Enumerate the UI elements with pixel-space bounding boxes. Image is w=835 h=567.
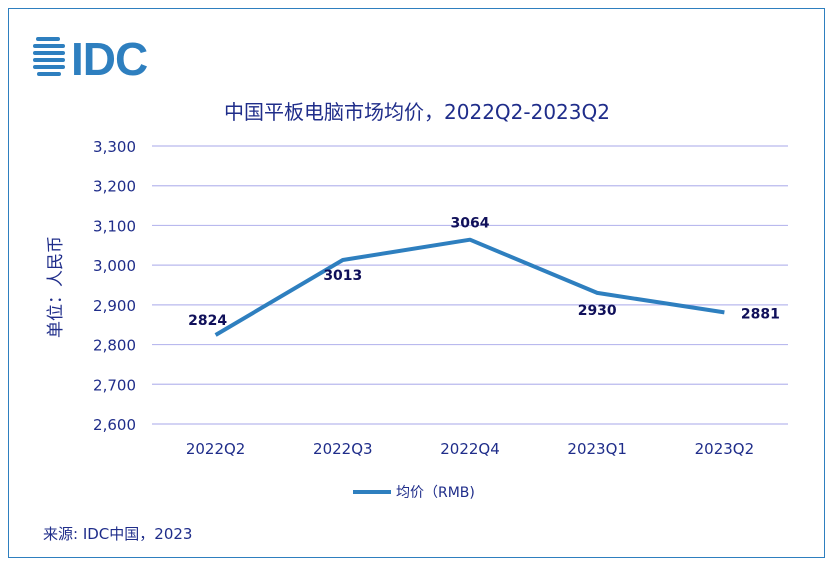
chart-title: 中国平板电脑市场均价，2022Q2-2023Q2 — [224, 100, 610, 124]
x-tick-label: 2022Q2 — [186, 440, 246, 458]
legend-entry: 均价（RMB) — [396, 485, 475, 501]
idc-logo-globe-icon — [33, 37, 65, 76]
x-tick-label: 2023Q1 — [567, 440, 627, 458]
y-axis-label: 单位：人民币 — [46, 236, 66, 338]
data-label: 3013 — [323, 268, 362, 284]
y-tick-label: 2,800 — [93, 337, 136, 355]
y-tick-label: 3,100 — [93, 217, 136, 235]
data-label: 3064 — [451, 216, 490, 232]
line-chart: 中国平板电脑市场均价，2022Q2-2023Q2 单位：人民币 2,600 2,7… — [46, 100, 788, 501]
x-tick-label: 2022Q4 — [440, 440, 500, 458]
y-tick-label: 3,200 — [93, 178, 136, 196]
data-label: 2930 — [578, 303, 617, 319]
data-label: 2824 — [188, 313, 227, 329]
y-tick-label: 3,300 — [93, 138, 136, 156]
y-tick-label: 2,700 — [93, 376, 136, 394]
chart-frame: IDC 中国平板电脑市场均价，2022Q2-2023Q2 单位：人民币 2,60… — [8, 8, 825, 558]
source-note: 来源: IDC中国，2023 — [43, 525, 193, 543]
x-tick-label: 2023Q2 — [695, 440, 755, 458]
legend: 均价（RMB) — [353, 485, 475, 501]
idc-logo-text: IDC — [71, 33, 147, 79]
y-tick-label: 2,600 — [93, 416, 136, 434]
x-tick-label: 2022Q3 — [313, 440, 373, 458]
y-tick-label: 3,000 — [93, 257, 136, 275]
data-label: 2881 — [741, 306, 780, 322]
idc-logo: IDC — [33, 33, 148, 79]
y-tick-label: 2,900 — [93, 297, 136, 315]
series-line — [214, 237, 725, 337]
